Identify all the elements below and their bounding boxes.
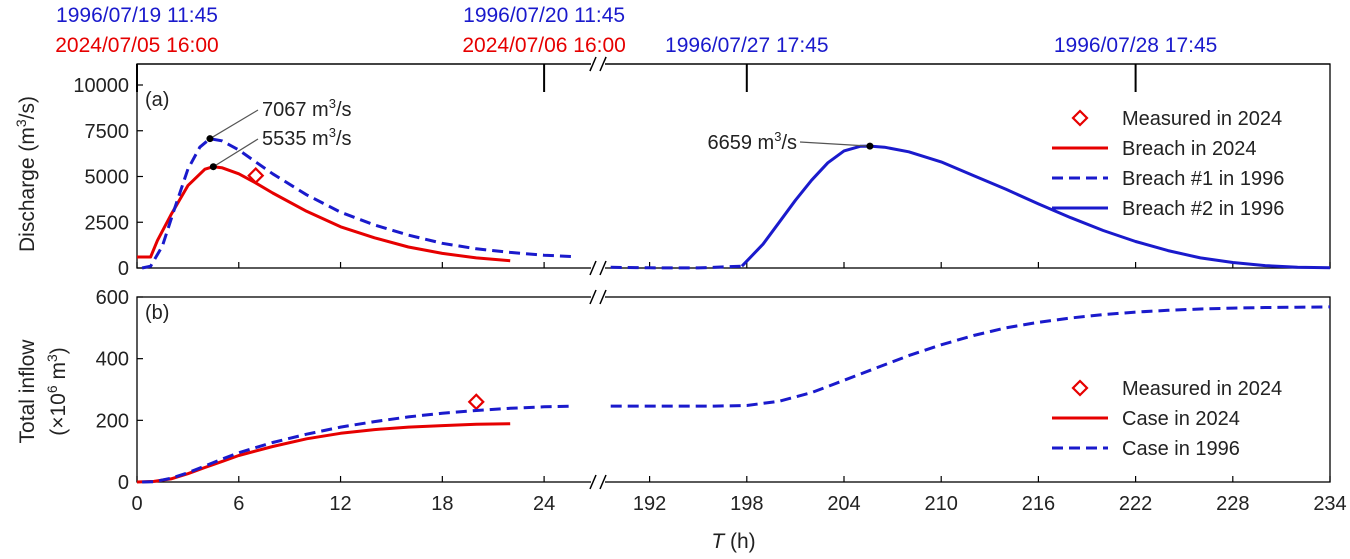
y-tick-label: 7500 <box>85 121 130 143</box>
legend-label: Breach #1 in 1996 <box>1122 168 1284 190</box>
plot-frame <box>136 296 1331 483</box>
legend-label: Breach #2 in 1996 <box>1122 198 1284 220</box>
annotation-unit: /s <box>336 99 352 121</box>
axis-break-slash <box>589 260 597 276</box>
y-axis-label-text: ) <box>47 347 70 354</box>
x-axis-label: T (h) <box>711 530 755 553</box>
axis-break-slash <box>589 289 597 305</box>
legend-marker <box>1071 379 1089 397</box>
annotation-leader <box>209 109 259 140</box>
annotation-value: 7067 m <box>262 99 329 121</box>
annotation-value: 6659 m <box>707 132 774 154</box>
x-axis-label-unit: (h) <box>724 530 756 553</box>
series-line <box>610 305 1331 408</box>
annotation-leader <box>799 141 870 147</box>
axis-break-slash <box>589 474 597 490</box>
panel-label: (b) <box>145 302 169 324</box>
measured-point <box>467 393 485 411</box>
legend-label: Case in 1996 <box>1122 438 1240 460</box>
axis-break-slash <box>589 56 597 72</box>
x-tick-label: 198 <box>730 493 763 515</box>
annotation-sup: 3 <box>774 129 781 144</box>
plot-frame <box>136 63 1331 269</box>
x-axis-label-var: T <box>711 530 726 553</box>
y-axis-label: Discharge (m3/s) <box>13 96 39 252</box>
date-label-1996: 1996/07/19 11:45 <box>56 4 218 27</box>
series-line <box>137 165 511 263</box>
y-tick-label: 600 <box>96 287 129 309</box>
series-line <box>740 144 1331 270</box>
legend-marker <box>1071 109 1089 127</box>
y-tick-label: 0 <box>118 258 129 280</box>
x-tick-label: 0 <box>131 493 142 515</box>
y-axis-label: (×106 m3) <box>44 347 70 436</box>
x-tick-label: 228 <box>1216 493 1249 515</box>
y-axis-label-sup: 6 <box>44 385 60 393</box>
axis-break-slash <box>599 260 607 276</box>
x-tick-label: 204 <box>827 493 860 515</box>
axis-break-slash <box>599 56 607 72</box>
date-label-1996: 1996/07/20 11:45 <box>463 4 625 27</box>
x-tick-label: 222 <box>1119 493 1152 515</box>
legend-label: Case in 2024 <box>1122 408 1240 430</box>
x-tick-label: 24 <box>533 493 555 515</box>
y-tick-label: 5000 <box>85 167 130 189</box>
annotation-sup: 3 <box>329 125 336 140</box>
top-date-axis: 1996/07/19 11:45 2024/07/05 16:00 1996/07/… <box>55 4 1330 92</box>
y-axis-label-text: Discharge (m <box>16 127 39 252</box>
panel-b-total-inflow: 0 200 400 600 (b) Measured in 2024 Case in 202… <box>16 287 1331 494</box>
axis-break-slash <box>599 289 607 305</box>
annotation-label: 5535 m3/s <box>262 125 352 150</box>
legend-label: Breach in 2024 <box>1122 138 1257 160</box>
annotation-unit: /s <box>336 128 352 150</box>
series-line <box>136 422 511 484</box>
y-tick-label: 400 <box>96 349 129 371</box>
annotation-label: 7067 m3/s <box>262 96 352 121</box>
annotation-value: 5535 m <box>262 128 329 150</box>
peak-marker <box>209 163 217 171</box>
series-line <box>142 404 575 484</box>
date-label-1996: 1996/07/27 17:45 <box>665 34 829 57</box>
annotation-label: 6659 m3/s <box>707 129 797 154</box>
annotation-leader <box>213 138 259 168</box>
x-tick-label: 6 <box>233 493 244 515</box>
x-tick-label: 18 <box>431 493 453 515</box>
series-line <box>141 137 575 270</box>
x-tick-label: 234 <box>1313 493 1346 515</box>
annotation-unit: /s <box>781 132 797 154</box>
x-tick-label: 192 <box>633 493 666 515</box>
peak-marker <box>866 142 874 150</box>
date-label-2024: 2024/07/05 16:00 <box>55 34 219 57</box>
date-label-1996: 1996/07/28 17:45 <box>1054 34 1218 57</box>
x-tick-label: 210 <box>925 493 958 515</box>
x-tick-label: 216 <box>1022 493 1055 515</box>
y-tick-label: 200 <box>96 410 129 432</box>
y-axis-label-text: /s) <box>16 96 39 119</box>
x-axis: 0 6 12 18 24 192 198 204 210 216 222 228 234 T (h) <box>131 493 1346 553</box>
y-axis-label-sup: 3 <box>13 119 29 127</box>
y-axis-label-text: m <box>47 362 70 385</box>
annotation-sup: 3 <box>329 96 336 111</box>
y-tick-label: 2500 <box>85 212 130 234</box>
y-axis-label-text: (×10 <box>47 393 70 436</box>
y-axis-label: Total inflow <box>16 339 39 444</box>
panel-label: (a) <box>145 89 169 111</box>
series-line <box>610 264 742 270</box>
y-axis-label-sup: 3 <box>44 354 60 362</box>
panel-a-discharge: 0 2500 5000 7500 10000 (a) Measured in 2024 Bre… <box>13 55 1331 280</box>
peak-marker <box>206 135 214 143</box>
y-tick-label: 10000 <box>73 75 129 97</box>
axis-break-slash <box>599 474 607 490</box>
y-tick-label: 0 <box>118 472 129 494</box>
date-label-2024: 2024/07/06 16:00 <box>462 34 626 57</box>
legend-label: Measured in 2024 <box>1122 108 1282 130</box>
legend-label: Measured in 2024 <box>1122 378 1282 400</box>
x-tick-label: 12 <box>329 493 351 515</box>
